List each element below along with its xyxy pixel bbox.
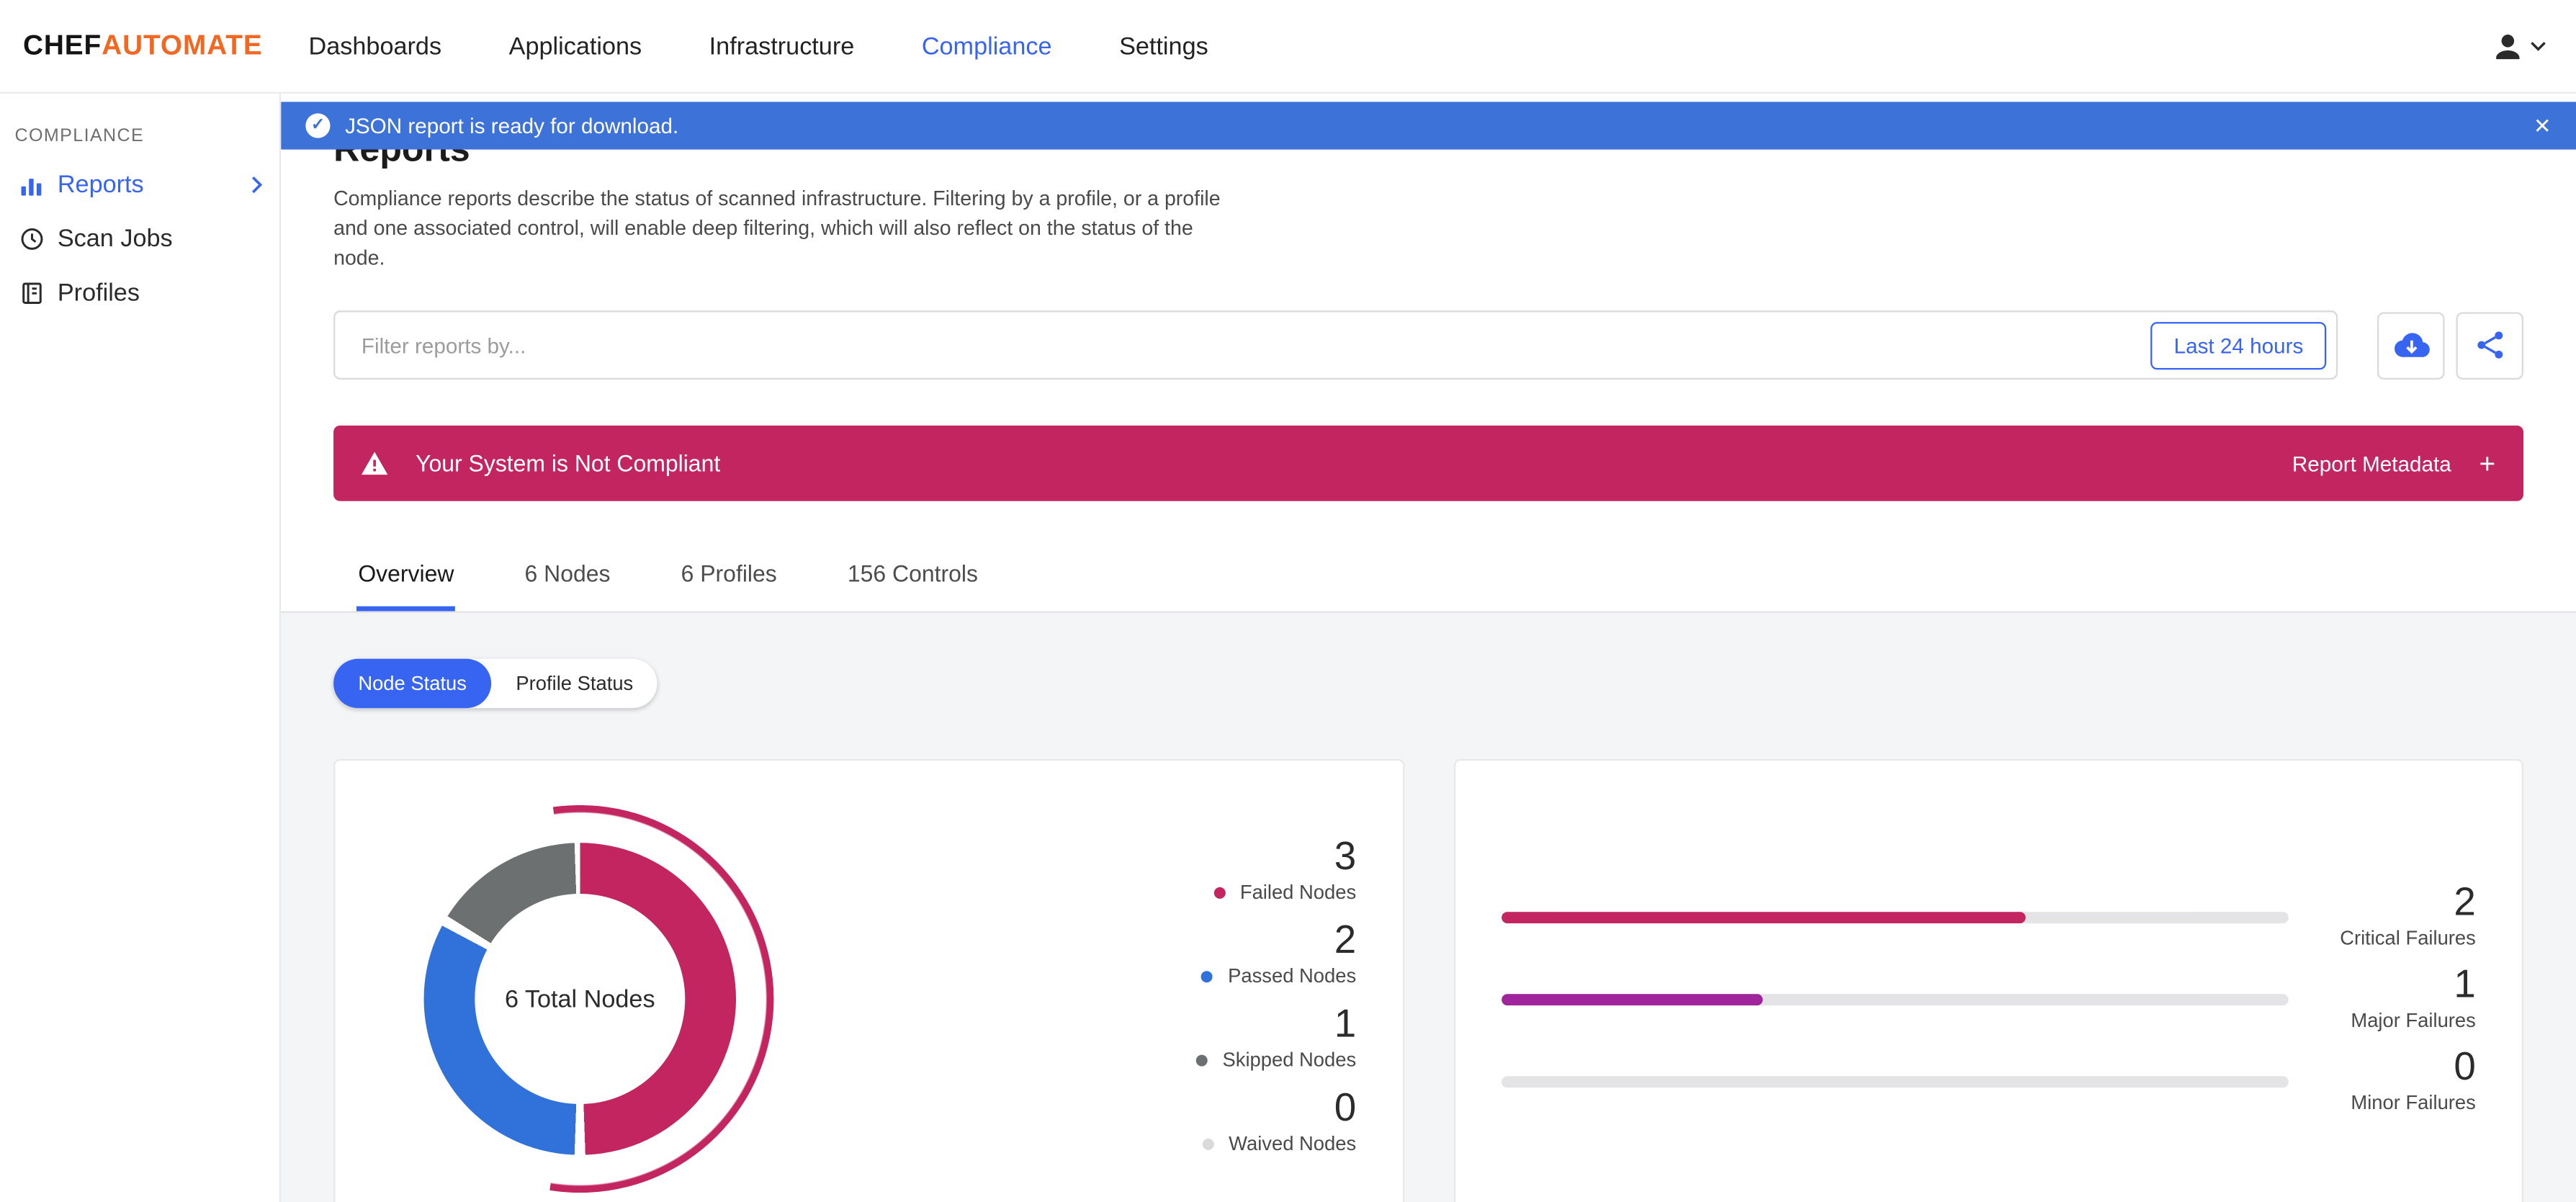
sidebar-item-label: Scan Jobs <box>57 225 173 254</box>
chef-automate-logo[interactable]: CHEF AUTOMATE <box>23 30 263 63</box>
tab-controls[interactable]: 156 Controls <box>847 560 978 587</box>
critical-failures-bar-fill <box>1500 911 2027 923</box>
waived-dot-icon <box>1202 1138 1214 1150</box>
main-content: ✓ JSON report is ready for download. ✕ R… <box>281 94 2576 1202</box>
sidebar-item-scan-jobs[interactable]: Scan Jobs <box>0 212 279 266</box>
minor-failures-count: 0 <box>2454 1045 2476 1090</box>
overview-tab-content: Node Status Profile Status 6 Total Nodes <box>281 611 2576 1202</box>
overview-cards: 6 Total Nodes 3 Failed Nodes 2 <box>333 759 2523 1202</box>
legend-row-passed[interactable]: 2 Passed Nodes <box>1196 920 1356 990</box>
sidebar-section-label: COMPLIANCE <box>14 126 145 147</box>
critical-failures-count: 2 <box>2454 881 2476 925</box>
report-metadata-label: Report Metadata <box>2292 451 2451 476</box>
chevron-down-icon <box>2530 41 2546 51</box>
reports-header-section: Reports Compliance reports describe the … <box>281 94 2576 612</box>
banner-message: JSON report is ready for download. <box>345 113 679 138</box>
legend-row-failed[interactable]: 3 Failed Nodes <box>1196 835 1357 906</box>
logo-automate: AUTOMATE <box>102 30 263 61</box>
skipped-dot-icon <box>1195 1054 1208 1066</box>
bar-chart-icon <box>19 173 44 197</box>
critical-failures-bar-track <box>1500 911 2289 923</box>
node-status-donut-chart[interactable]: 6 Total Nodes <box>386 805 774 1193</box>
failure-row-critical[interactable]: 2 Critical Failures <box>1500 881 2476 952</box>
check-circle-icon: ✓ <box>305 113 331 138</box>
download-ready-banner: ✓ JSON report is ready for download. ✕ <box>281 102 2576 150</box>
compliance-sidebar: COMPLIANCE Reports Scan Jobs Profiles <box>0 94 282 1202</box>
non-compliant-alert: Your System is Not Compliant Report Meta… <box>333 426 2523 502</box>
share-icon <box>2475 331 2505 360</box>
toolbar-icon-buttons <box>2377 311 2523 380</box>
major-failures-label: Major Failures <box>2351 1009 2476 1033</box>
donut-hole: 6 Total Nodes <box>475 894 686 1105</box>
failed-count: 3 <box>1334 835 1357 880</box>
nav-infrastructure[interactable]: Infrastructure <box>709 32 855 60</box>
passed-label: Passed Nodes <box>1228 964 1357 988</box>
filter-reports-input[interactable] <box>361 333 2151 358</box>
major-failures-bar-fill <box>1500 993 1764 1005</box>
report-tabs: Overview 6 Nodes 6 Profiles 156 Controls <box>333 551 2523 612</box>
cloud-download-icon <box>2393 331 2429 360</box>
scan-jobs-icon <box>19 227 44 251</box>
status-toggle: Node Status Profile Status <box>333 659 658 709</box>
critical-failures-label: Critical Failures <box>2340 927 2476 951</box>
share-report-button[interactable] <box>2456 311 2523 380</box>
user-profile-icon <box>2490 29 2525 63</box>
sidebar-item-reports[interactable]: Reports <box>0 158 279 212</box>
major-failures-bar-track <box>1500 993 2289 1005</box>
profiles-icon <box>19 281 44 305</box>
minor-failures-bar-track <box>1500 1075 2289 1087</box>
legend-row-waived[interactable]: 0 Waived Nodes <box>1196 1086 1357 1157</box>
sidebar-item-profiles[interactable]: Profiles <box>0 266 279 320</box>
nav-dashboards[interactable]: Dashboards <box>308 32 442 60</box>
failure-row-major[interactable]: 1 Major Failures <box>1500 963 2476 1034</box>
tab-profiles[interactable]: 6 Profiles <box>681 560 777 587</box>
tab-overview[interactable]: Overview <box>356 551 456 612</box>
waived-label: Waived Nodes <box>1229 1132 1357 1156</box>
nav-compliance[interactable]: Compliance <box>921 32 1052 60</box>
report-metadata-toggle[interactable]: Report Metadata + <box>2292 449 2495 477</box>
failure-row-minor[interactable]: 0 Minor Failures <box>1500 1045 2476 1116</box>
page-description: Compliance reports describe the status o… <box>333 187 1221 269</box>
logo-chef: CHEF <box>22 30 102 61</box>
profile-status-pill[interactable]: Profile Status <box>516 672 634 696</box>
nav-settings[interactable]: Settings <box>1119 32 1208 60</box>
node-status-card: 6 Total Nodes 3 Failed Nodes 2 <box>333 759 1404 1202</box>
total-nodes-label: 6 Total Nodes <box>504 985 655 1013</box>
tab-nodes[interactable]: 6 Nodes <box>524 560 611 587</box>
primary-nav: Dashboards Applications Infrastructure C… <box>309 32 1208 60</box>
failure-bars-chart: 2 Critical Failures 1 Major Failures <box>1455 761 2522 1116</box>
nav-applications[interactable]: Applications <box>508 32 642 60</box>
node-status-legend: 3 Failed Nodes 2 Passed Nodes <box>1195 835 1357 1172</box>
plus-icon: + <box>2479 448 2496 480</box>
time-range-button[interactable]: Last 24 hours <box>2150 321 2327 369</box>
user-menu[interactable] <box>2490 29 2546 63</box>
passed-count: 2 <box>1334 918 1357 964</box>
minor-failures-label: Minor Failures <box>2351 1091 2476 1115</box>
waived-count: 0 <box>1334 1086 1357 1131</box>
sidebar-item-label: Reports <box>57 171 144 199</box>
node-status-pill[interactable]: Node Status <box>333 659 492 709</box>
failed-dot-icon <box>1213 887 1226 899</box>
download-report-button[interactable] <box>2377 311 2445 380</box>
skipped-count: 1 <box>1334 1003 1357 1047</box>
close-icon[interactable]: ✕ <box>2533 113 2552 138</box>
top-navbar: CHEF AUTOMATE Dashboards Applications Inf… <box>0 0 2576 94</box>
filter-box: Last 24 hours <box>333 310 2338 380</box>
reports-toolbar: Last 24 hours <box>333 310 2523 380</box>
major-failures-count: 1 <box>2454 963 2476 1008</box>
alert-message: Your System is Not Compliant <box>416 450 721 477</box>
warning-triangle-icon <box>361 452 388 475</box>
legend-row-skipped[interactable]: 1 Skipped Nodes <box>1195 1003 1357 1073</box>
failed-label: Failed Nodes <box>1239 881 1357 905</box>
skipped-label: Skipped Nodes <box>1222 1049 1357 1072</box>
failure-severity-card: 2 Critical Failures 1 Major Failures <box>1453 759 2523 1202</box>
sidebar-item-label: Profiles <box>57 279 140 308</box>
chevron-right-icon <box>251 176 263 194</box>
passed-dot-icon <box>1201 970 1213 982</box>
